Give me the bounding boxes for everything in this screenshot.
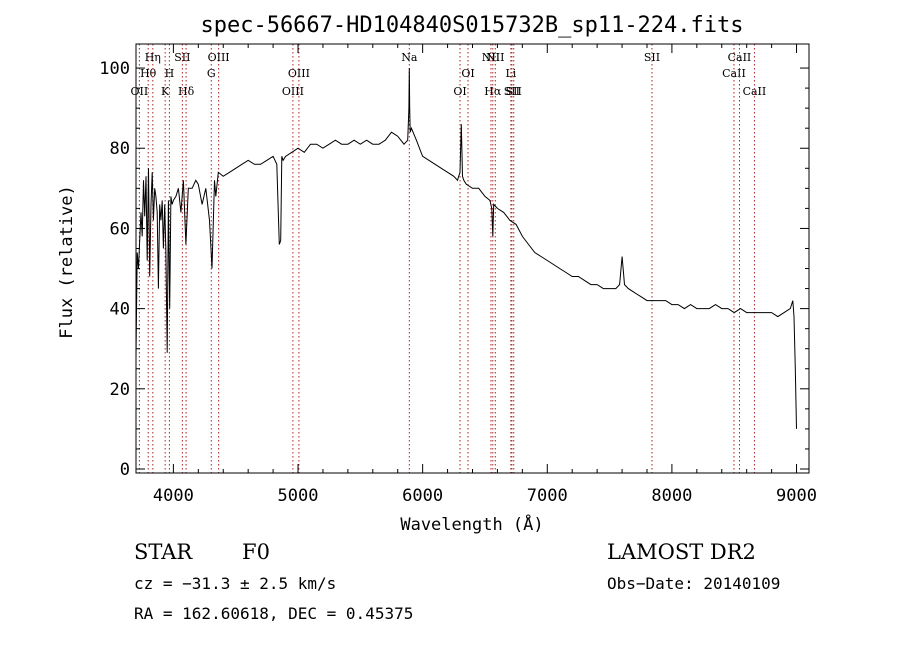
line-marker-label: Hδ [178, 85, 195, 98]
y-tick-label: 80 [110, 139, 130, 159]
line-marker-label: SII [174, 51, 190, 64]
line-marker-label: Na [401, 51, 418, 64]
line-marker-label: Li [505, 67, 516, 80]
line-marker-label: Hη [145, 51, 161, 64]
x-axis-label: Wavelength (Å) [400, 513, 543, 535]
y-tick-label: 20 [110, 380, 130, 400]
line-marker-label: SII [504, 85, 520, 98]
line-marker-label: OIII [282, 85, 304, 98]
x-tick-label: 4000 [153, 486, 194, 506]
x-tick-label: 9000 [776, 486, 817, 506]
line-marker-label: SII [506, 85, 522, 98]
axis-ticks: 4000 5000 6000 7000 8000 9000 0 20 40 60 80 100 [99, 44, 817, 506]
y-axis-label: Flux (relative) [57, 185, 77, 339]
line-marker-label: Hα [484, 85, 502, 98]
redshift-cz: cz = −31.3 ± 2.5 km/s [134, 574, 337, 593]
object-subclass: F0 [242, 540, 270, 564]
plot-frame [135, 43, 810, 474]
y-tick-label: 40 [110, 300, 130, 320]
line-marker-label: OIII [288, 67, 310, 80]
line-marker-label: NII [486, 51, 504, 64]
x-tick-label: 8000 [651, 486, 692, 506]
line-marker-label: OI [453, 85, 466, 98]
line-marker-label: OII [131, 85, 149, 98]
x-tick-label: 5000 [278, 486, 319, 506]
sky-coordinates: RA = 162.60618, DEC = 0.45375 [134, 604, 414, 623]
y-tick-label: 100 [99, 59, 130, 79]
spectrum-series [135, 68, 797, 429]
line-marker-label: CaII [728, 51, 752, 64]
line-marker-label: CaII [743, 85, 767, 98]
y-tick-label: 0 [120, 460, 130, 480]
spectrum-chart: spec-56667-HD104840S015732B_sp11-224.fit… [57, 13, 817, 535]
line-marker-label: CaII [722, 67, 746, 80]
x-tick-label: 6000 [402, 486, 443, 506]
chart-title: spec-56667-HD104840S015732B_sp11-224.fit… [200, 13, 743, 38]
emission-line-markers: OIIHθHηKHSIIHδGOIIIOIIIOIIINaOIOINIIHαNI… [131, 44, 767, 473]
line-marker-label: OIII [208, 51, 230, 64]
survey-name: LAMOST DR2 [607, 540, 756, 564]
object-class: STAR [134, 540, 193, 564]
line-marker-label: G [207, 67, 216, 80]
line-marker-label: SII [644, 51, 660, 64]
observation-date: Obs−Date: 20140109 [607, 574, 781, 593]
line-marker-label: K [161, 85, 170, 98]
line-marker-label: OI [461, 67, 474, 80]
spectrum-line [135, 68, 797, 429]
x-tick-label: 7000 [527, 486, 568, 506]
line-marker-label: H [165, 67, 175, 80]
y-tick-label: 60 [110, 219, 130, 239]
line-marker-label: Hθ [140, 67, 157, 80]
